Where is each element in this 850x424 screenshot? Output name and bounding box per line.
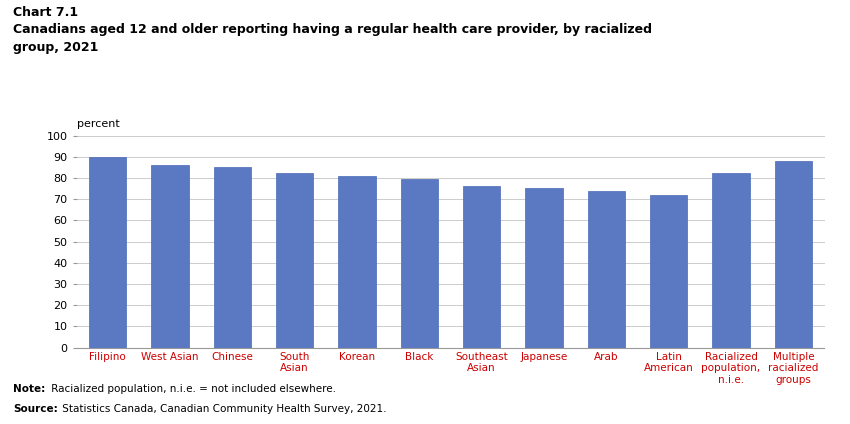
Bar <box>774 161 812 348</box>
Text: Source:: Source: <box>13 404 58 414</box>
Bar <box>525 187 563 348</box>
Bar <box>463 186 501 348</box>
Text: Statistics Canada, Canadian Community Health Survey, 2021.: Statistics Canada, Canadian Community He… <box>59 404 386 414</box>
Bar <box>712 173 750 348</box>
Bar <box>587 191 625 348</box>
Bar <box>650 195 688 348</box>
Bar <box>151 165 189 348</box>
Bar <box>213 167 251 348</box>
Bar <box>89 157 127 348</box>
Text: percent: percent <box>76 119 119 129</box>
Bar <box>400 179 438 348</box>
Bar <box>276 173 314 348</box>
Text: Canadians aged 12 and older reporting having a regular health care provider, by : Canadians aged 12 and older reporting ha… <box>13 23 652 54</box>
Text: Chart 7.1: Chart 7.1 <box>13 6 78 20</box>
Bar <box>338 176 376 348</box>
Text: Racialized population, n.i.e. = not included elsewhere.: Racialized population, n.i.e. = not incl… <box>48 384 337 394</box>
Text: Note:: Note: <box>13 384 45 394</box>
